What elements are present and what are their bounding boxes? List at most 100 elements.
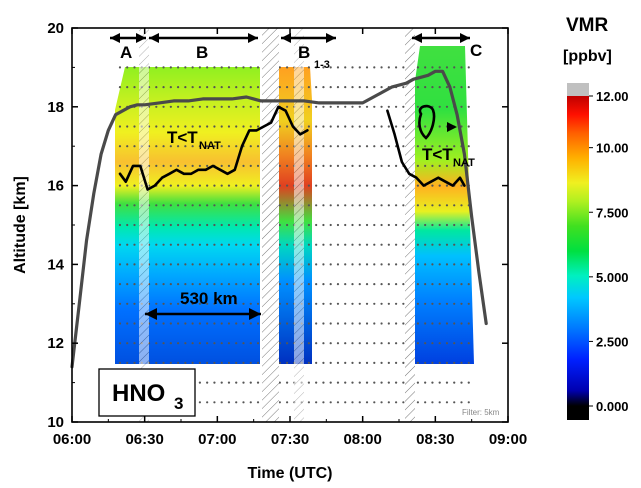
measurement-dot <box>235 263 238 266</box>
measurement-dot <box>445 401 449 404</box>
measurement-dot <box>242 263 245 266</box>
measurement-dot <box>416 322 419 325</box>
measurement-dot <box>373 66 376 69</box>
measurement-dot <box>431 342 434 345</box>
colorbar-tick-label-5: 0.000 <box>596 399 629 414</box>
measurement-dot <box>387 243 390 246</box>
measurement-dot <box>358 401 361 404</box>
y-axis-label: Altitude [km] <box>12 176 29 274</box>
measurement-dot <box>184 145 187 148</box>
measurement-dot <box>227 381 231 384</box>
measurement-dot <box>220 145 223 148</box>
measurement-dot <box>373 361 376 364</box>
measurement-dot <box>278 381 281 384</box>
measurement-dot <box>162 283 165 286</box>
measurement-dot <box>227 164 231 167</box>
measurement-dot <box>358 322 361 325</box>
segment-label-c: C <box>470 41 482 60</box>
measurement-dot <box>373 381 376 384</box>
measurement-dot <box>227 302 231 305</box>
measurement-dot <box>460 283 463 286</box>
segment-a-arrowhead-right <box>136 33 146 43</box>
measurement-dot <box>176 243 180 246</box>
measurement-dot <box>249 361 252 364</box>
measurement-dot <box>315 125 318 128</box>
measurement-dot <box>307 223 310 227</box>
measurement-dot <box>249 283 252 286</box>
measurement-dot <box>438 381 441 384</box>
measurement-dot <box>184 125 187 128</box>
measurement-dot <box>242 401 245 404</box>
measurement-dot <box>176 184 180 187</box>
measurement-dot <box>394 342 398 345</box>
measurement-dot <box>329 283 332 286</box>
measurement-dot <box>133 283 136 286</box>
measurement-dot <box>242 125 245 128</box>
measurement-dot <box>307 322 310 325</box>
measurement-dot <box>453 342 456 345</box>
measurement-dot <box>256 86 260 89</box>
measurement-dot <box>365 322 369 325</box>
measurement-dot <box>206 204 209 207</box>
segment-arrows <box>110 33 470 320</box>
measurement-dot <box>206 283 209 286</box>
measurement-dot <box>213 381 216 384</box>
measurement-dot <box>431 263 434 266</box>
measurement-dot <box>358 164 361 167</box>
measurement-dot <box>387 342 390 345</box>
measurement-dot <box>191 86 194 89</box>
measurement-dot <box>169 342 172 345</box>
measurement-dot <box>133 66 136 69</box>
measurement-dot <box>336 243 340 246</box>
measurement-dot <box>227 86 231 89</box>
measurement-dot <box>118 322 122 325</box>
measurement-dot <box>315 66 318 69</box>
measurement-dot <box>206 243 209 246</box>
measurement-dot <box>380 66 383 69</box>
measurement-dot <box>155 283 158 286</box>
tnat-label-c-sub: NAT <box>453 157 475 169</box>
measurement-dot <box>329 322 332 325</box>
measurement-dot <box>322 164 325 167</box>
measurement-dot <box>373 243 376 246</box>
measurement-dot <box>358 125 361 128</box>
measurement-dot <box>445 361 449 364</box>
measurement-dot <box>249 164 252 167</box>
tnat-label-c: T<T <box>422 145 453 164</box>
measurement-dot <box>162 145 165 148</box>
measurement-dot <box>220 283 223 286</box>
measurement-dot <box>380 283 383 286</box>
measurement-dot <box>351 66 354 69</box>
measurement-dot <box>467 381 470 384</box>
measurement-dot <box>191 204 194 207</box>
measurement-dot <box>206 302 209 305</box>
measurement-dot <box>307 381 310 384</box>
measurement-dot <box>118 361 122 364</box>
measurement-dot <box>278 86 281 89</box>
measurement-dot <box>285 381 289 384</box>
measurement-dot <box>336 105 340 108</box>
measurement-dot <box>322 361 325 364</box>
measurement-dot <box>424 66 427 69</box>
segment-a-arrowhead-left <box>110 33 120 43</box>
measurement-dot <box>322 302 325 305</box>
measurement-dot <box>235 184 238 187</box>
measurement-dot <box>278 322 281 325</box>
measurement-dot <box>206 322 209 325</box>
measurement-dot <box>445 342 449 345</box>
measurement-dot <box>307 184 310 187</box>
measurement-dot <box>198 204 201 207</box>
measurement-dot <box>322 283 325 286</box>
measurement-dot <box>162 263 165 266</box>
measurement-dot <box>467 342 470 345</box>
measurement-dot <box>380 322 383 325</box>
measurement-dot <box>358 361 361 364</box>
measurement-dot <box>176 145 180 148</box>
measurement-dot <box>394 263 398 266</box>
measurement-dot <box>220 401 223 404</box>
measurement-dot <box>256 342 260 345</box>
measurement-dot <box>315 164 318 167</box>
measurement-dot <box>380 243 383 246</box>
measurement-dot <box>416 145 419 148</box>
y-tick-label-1: 12 <box>47 335 64 352</box>
